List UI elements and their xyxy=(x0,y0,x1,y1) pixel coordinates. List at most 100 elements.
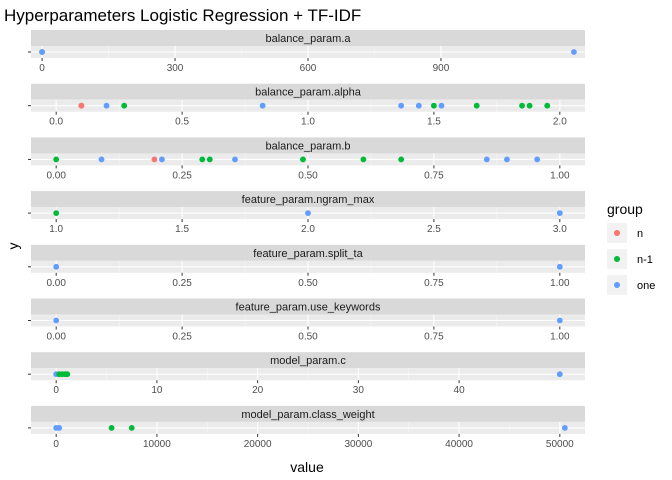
x-tick-label: 600 xyxy=(300,63,317,74)
legend: group n n-1 one xyxy=(607,201,655,295)
x-tick-label: 2.5 xyxy=(427,224,441,235)
x-tick-label: 0.50 xyxy=(298,332,318,343)
panel: balance_param.alpha 0.0 0.5 1.0 1.5 2.0 xyxy=(28,83,585,128)
x-tick-label: 0.00 xyxy=(46,332,66,343)
panel: model_param.class_weight 0 10000 20000 30000… xyxy=(28,405,585,450)
data-point xyxy=(39,49,45,55)
data-point xyxy=(53,317,60,324)
data-point xyxy=(483,156,490,163)
x-tick-label: 30000 xyxy=(344,439,372,450)
legend-entry-label: one xyxy=(637,280,655,292)
panel-strip xyxy=(31,137,585,154)
x-tick-label: 20000 xyxy=(244,439,272,450)
x-tick-label: 0.75 xyxy=(424,170,444,181)
panel-strip xyxy=(31,298,585,315)
x-tick-label: 1.5 xyxy=(427,117,441,128)
data-point xyxy=(121,102,128,109)
legend-keys: n n-1 one xyxy=(607,223,655,295)
x-tick-label: 30 xyxy=(353,385,365,396)
data-point xyxy=(259,102,266,109)
panel-strip xyxy=(31,352,585,369)
x-tick-label: 0.00 xyxy=(46,278,66,289)
panel-strip-label: balance_param.a xyxy=(265,33,351,45)
x-tick-label: 2.0 xyxy=(553,117,567,128)
y-axis-label: y xyxy=(5,243,21,250)
x-tick-label: 10000 xyxy=(143,439,171,450)
data-point xyxy=(56,425,63,431)
x-tick-label: 0.75 xyxy=(424,278,444,289)
x-tick-label: 0 xyxy=(53,439,59,450)
legend-entry-label: n-1 xyxy=(637,254,653,266)
data-point xyxy=(360,156,367,163)
panel: feature_param.split_ta 0.00 0.25 0.50 0.75 1.… xyxy=(28,244,585,289)
data-point xyxy=(534,156,541,163)
panel-strip-label: model_param.c xyxy=(270,355,346,367)
x-tick-label: 20 xyxy=(252,385,264,396)
data-point xyxy=(398,102,405,109)
panel-strip xyxy=(31,244,585,261)
data-point xyxy=(556,210,563,217)
panel-strip-label: balance_param.b xyxy=(265,140,350,152)
data-point xyxy=(103,102,110,109)
panel-strip-label: feature_param.split_ta xyxy=(253,248,363,260)
x-tick-label: 0.25 xyxy=(172,332,192,343)
x-tick-label: 40 xyxy=(454,385,466,396)
x-tick-label: 10 xyxy=(151,385,163,396)
panel: feature_param.ngram_max 1.0 1.5 2.0 2.5 3.0 xyxy=(28,191,585,235)
x-tick-label: 40000 xyxy=(445,439,473,450)
data-point xyxy=(556,263,563,270)
x-tick-label: 50000 xyxy=(546,439,574,450)
data-point xyxy=(53,156,60,163)
x-tick-label: 1.00 xyxy=(550,332,570,343)
chart-title: Hyperparameters Logistic Regression + TF… xyxy=(4,6,361,25)
data-point xyxy=(504,156,510,163)
data-point xyxy=(556,317,563,324)
data-point xyxy=(64,371,71,378)
x-tick-label: 300 xyxy=(167,63,184,74)
data-point xyxy=(53,210,60,217)
x-tick-label: 0.50 xyxy=(298,278,318,289)
data-point xyxy=(398,156,405,163)
x-tick-label: 1.0 xyxy=(49,224,63,235)
data-point xyxy=(431,102,437,109)
data-point xyxy=(232,156,238,163)
x-tick-label: 0 xyxy=(53,385,59,396)
data-point xyxy=(415,102,422,109)
data-point xyxy=(571,49,577,55)
x-tick-label: 1.5 xyxy=(175,224,189,235)
data-point xyxy=(53,263,60,270)
data-point xyxy=(519,102,525,109)
legend-title: group xyxy=(607,201,643,217)
data-point xyxy=(438,102,445,109)
data-point xyxy=(561,425,568,431)
panel-strip xyxy=(31,405,585,422)
x-tick-label: 0.0 xyxy=(49,117,63,128)
x-tick-label: 0.5 xyxy=(175,117,189,128)
legend-key-swatch xyxy=(614,230,620,236)
panel-strip xyxy=(31,83,585,100)
data-point xyxy=(544,102,551,109)
data-point xyxy=(108,425,115,431)
x-tick-label: 1.00 xyxy=(550,278,570,289)
panel-strip xyxy=(31,191,585,208)
data-point xyxy=(526,102,533,109)
legend-entry-label: n xyxy=(637,228,643,240)
panel: balance_param.b 0.00 0.25 0.50 0.75 1.00 xyxy=(28,137,585,181)
data-point xyxy=(473,102,480,109)
x-tick-label: 0.25 xyxy=(172,278,192,289)
data-point xyxy=(78,102,85,109)
data-point xyxy=(199,156,206,163)
x-axis-label: value xyxy=(290,459,324,475)
panel-strip-label: feature_param.ngram_max xyxy=(242,194,375,206)
panel-strip-label: model_param.class_weight xyxy=(241,409,374,421)
x-tick-label: 1.00 xyxy=(550,170,570,181)
panels: balance_param.a0 300 600 900balance_param.a… xyxy=(28,30,585,450)
data-point xyxy=(128,425,135,431)
data-point xyxy=(206,156,213,163)
panel-strip-label: balance_param.alpha xyxy=(255,87,362,99)
x-tick-label: 0.75 xyxy=(424,332,444,343)
panel: model_param.c 0 10 20 30 40 xyxy=(28,352,585,396)
legend-key-swatch xyxy=(614,282,620,288)
